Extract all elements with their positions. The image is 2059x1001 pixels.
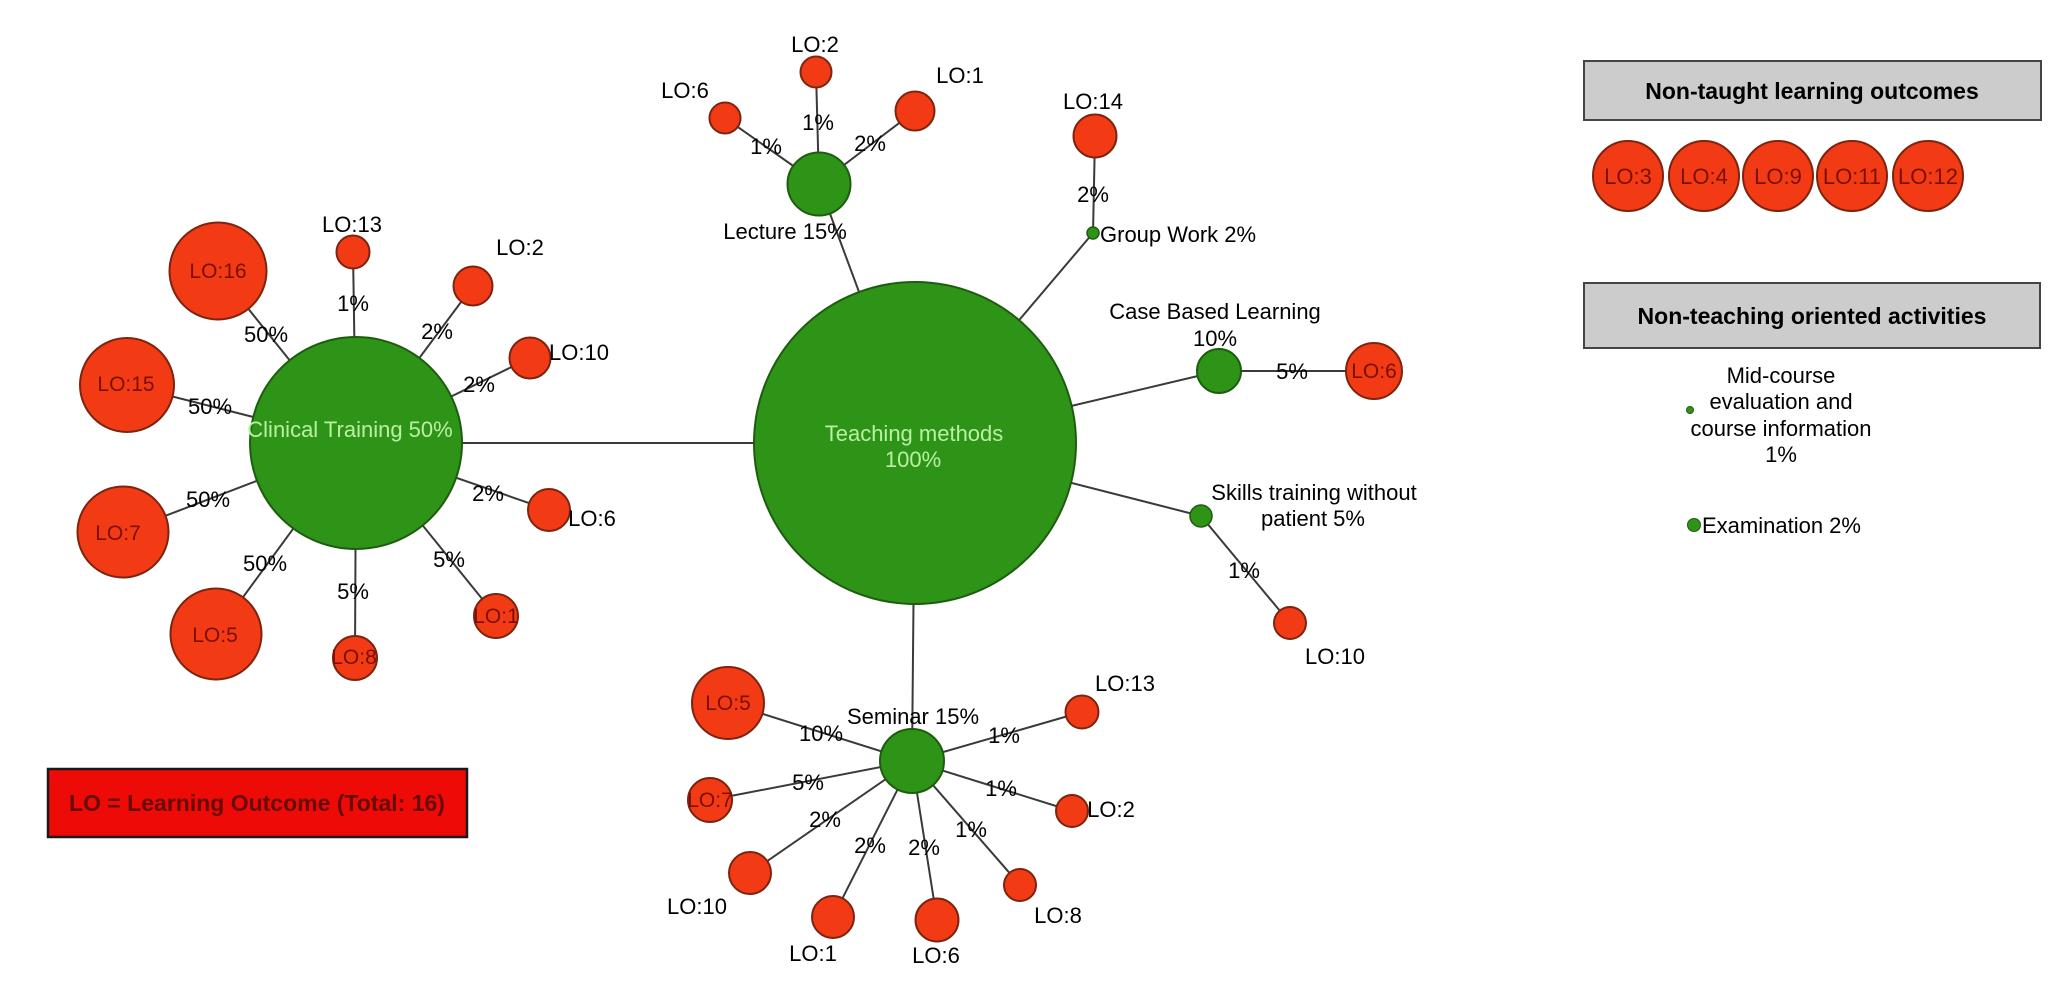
svg-text:LO:1: LO:1 bbox=[936, 63, 984, 88]
svg-text:LO:9: LO:9 bbox=[1754, 164, 1802, 189]
svg-text:LO:2: LO:2 bbox=[1087, 797, 1135, 822]
svg-text:1%: 1% bbox=[802, 110, 834, 135]
svg-text:Seminar 15%: Seminar 15% bbox=[847, 704, 979, 729]
svg-text:LO:6: LO:6 bbox=[912, 943, 960, 968]
svg-text:2%: 2% bbox=[421, 319, 453, 344]
svg-text:LO:16: LO:16 bbox=[189, 260, 246, 283]
svg-text:patient 5%: patient 5% bbox=[1261, 506, 1365, 531]
svg-text:1%: 1% bbox=[750, 134, 782, 159]
svg-text:5%: 5% bbox=[337, 579, 369, 604]
svg-text:100%: 100% bbox=[885, 447, 941, 472]
svg-text:LO:10: LO:10 bbox=[549, 340, 609, 365]
svg-text:LO:5: LO:5 bbox=[705, 692, 751, 715]
svg-text:50%: 50% bbox=[186, 487, 230, 512]
svg-text:2%: 2% bbox=[1077, 182, 1109, 207]
svg-text:LO:8: LO:8 bbox=[331, 646, 377, 669]
svg-text:Non-teaching oriented activiti: Non-teaching oriented activities bbox=[1638, 303, 1987, 329]
svg-text:1%: 1% bbox=[1228, 558, 1260, 583]
svg-text:Case Based Learning: Case Based Learning bbox=[1109, 299, 1321, 324]
svg-text:2%: 2% bbox=[854, 833, 886, 858]
svg-text:2%: 2% bbox=[463, 372, 495, 397]
svg-text:10%: 10% bbox=[1193, 326, 1237, 351]
svg-text:Non-taught learning outcomes: Non-taught learning outcomes bbox=[1645, 78, 1979, 104]
svg-text:LO:7: LO:7 bbox=[95, 522, 141, 545]
svg-text:LO:7: LO:7 bbox=[687, 789, 733, 812]
svg-text:LO:11: LO:11 bbox=[1823, 164, 1881, 189]
svg-text:2%: 2% bbox=[854, 131, 886, 156]
svg-text:LO:15: LO:15 bbox=[97, 373, 154, 396]
svg-text:LO:1: LO:1 bbox=[789, 941, 837, 966]
svg-text:5%: 5% bbox=[792, 770, 824, 795]
svg-text:LO:4: LO:4 bbox=[1680, 164, 1728, 189]
svg-text:LO = Learning Outcome (Total:: LO = Learning Outcome (Total: 16) bbox=[69, 790, 445, 816]
svg-text:LO:13: LO:13 bbox=[322, 212, 382, 237]
svg-text:10%: 10% bbox=[799, 721, 843, 746]
svg-text:1%: 1% bbox=[985, 776, 1017, 801]
svg-text:Teaching methods: Teaching methods bbox=[825, 421, 1004, 446]
svg-text:course information: course information bbox=[1691, 416, 1872, 441]
svg-text:2%: 2% bbox=[908, 835, 940, 860]
svg-text:1%: 1% bbox=[337, 291, 369, 316]
svg-text:LO:10: LO:10 bbox=[1305, 644, 1365, 669]
svg-text:Mid-course: Mid-course bbox=[1727, 363, 1836, 388]
svg-text:5%: 5% bbox=[433, 547, 465, 572]
svg-text:2%: 2% bbox=[472, 481, 504, 506]
svg-text:LO:6: LO:6 bbox=[661, 78, 709, 103]
svg-text:LO:13: LO:13 bbox=[1095, 671, 1155, 696]
svg-text:LO:12: LO:12 bbox=[1898, 164, 1958, 189]
svg-text:1%: 1% bbox=[955, 817, 987, 842]
svg-text:LO:1: LO:1 bbox=[473, 605, 519, 628]
svg-text:LO:5: LO:5 bbox=[192, 624, 238, 647]
svg-text:Skills training without: Skills training without bbox=[1211, 480, 1416, 505]
svg-text:LO:10: LO:10 bbox=[667, 894, 727, 919]
svg-text:LO:2: LO:2 bbox=[496, 235, 544, 260]
svg-text:LO:6: LO:6 bbox=[1351, 360, 1397, 383]
svg-text:5%: 5% bbox=[1276, 359, 1308, 384]
svg-text:LO:14: LO:14 bbox=[1063, 89, 1123, 114]
svg-text:LO:3: LO:3 bbox=[1604, 164, 1652, 189]
svg-text:Clinical Training 50%: Clinical Training 50% bbox=[247, 417, 452, 442]
svg-text:evaluation and: evaluation and bbox=[1709, 389, 1852, 414]
svg-text:Group Work 2%: Group Work 2% bbox=[1100, 222, 1256, 247]
svg-text:1%: 1% bbox=[988, 723, 1020, 748]
svg-text:Lecture 15%: Lecture 15% bbox=[723, 219, 847, 244]
svg-text:50%: 50% bbox=[243, 551, 287, 576]
svg-text:2%: 2% bbox=[809, 807, 841, 832]
svg-text:50%: 50% bbox=[188, 394, 232, 419]
svg-text:1%: 1% bbox=[1765, 442, 1797, 467]
svg-text:LO:8: LO:8 bbox=[1034, 903, 1082, 928]
svg-text:LO:6: LO:6 bbox=[568, 506, 616, 531]
svg-text:50%: 50% bbox=[244, 322, 288, 347]
svg-text:LO:2: LO:2 bbox=[791, 32, 839, 57]
svg-text:Examination 2%: Examination 2% bbox=[1702, 513, 1861, 538]
